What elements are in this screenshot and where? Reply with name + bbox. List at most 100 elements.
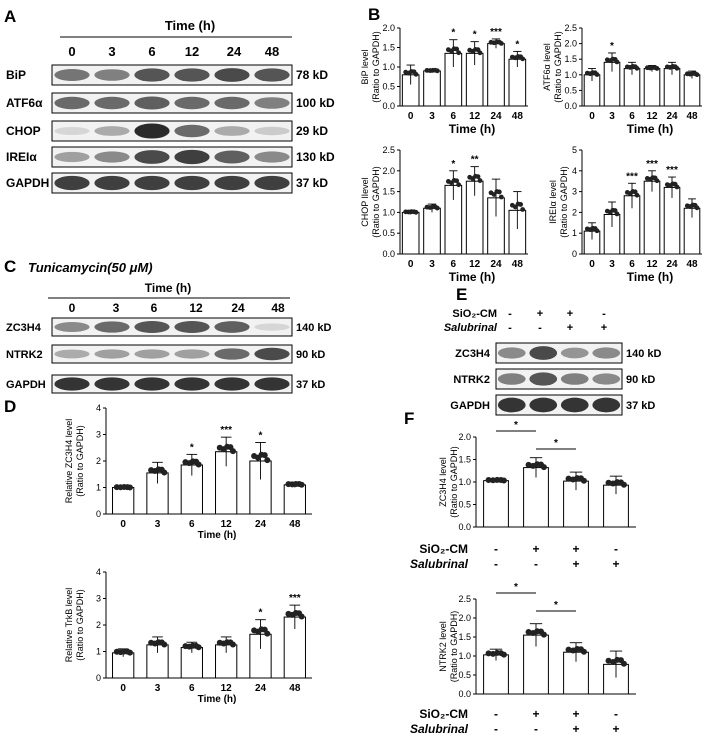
data-point: [674, 65, 680, 71]
y-axis-label-line: ATF6α level: [542, 43, 552, 91]
significance-marker: *: [451, 159, 455, 170]
x-tick-label: 12: [469, 111, 481, 122]
bracket-significance-marker: *: [554, 600, 558, 611]
bar: [283, 484, 306, 515]
panel-label-f: F: [404, 409, 414, 428]
significance-marker: *: [259, 430, 263, 441]
y-tick-label: 4: [572, 166, 577, 176]
y-axis-label-line: (Ratio to GAPDH): [371, 166, 381, 238]
blot-band: [134, 320, 170, 334]
data-point: [500, 651, 507, 658]
data-point: [298, 613, 305, 620]
x-tick-label: 3: [609, 111, 615, 122]
y-tick-label: 1.0: [458, 477, 471, 487]
panel-e-sign: +: [601, 322, 607, 334]
y-axis-label-line: (Ratio to GAPDH): [449, 611, 459, 683]
chart-B1: 0.0 0.5 1.0 1.5 2.0 0 3 6 * 12 * 24 *** 48 * Time (h) Bi…: [360, 23, 528, 136]
panel-e-sign: +: [567, 322, 573, 334]
blot-band: [54, 349, 90, 359]
y-tick-label: 1.0: [564, 70, 577, 80]
x-tick-label: 24: [490, 259, 502, 270]
y-axis-label-text: IREIα level(Ratio to GAPDH): [548, 166, 569, 238]
bracket-significance-marker: *: [514, 420, 518, 431]
y-tick-label: 0.0: [564, 101, 577, 111]
blot-band: [134, 349, 170, 359]
y-axis-label-line: NTRK2 level: [438, 621, 448, 672]
bar: [643, 180, 661, 255]
panel-a-time-label: 6: [148, 44, 155, 59]
panel-c-time-header: Time (h): [145, 281, 191, 295]
x-tick-label: 48: [289, 519, 301, 530]
x-axis-label: Time (h): [627, 270, 673, 284]
data-point: [620, 481, 627, 488]
blot-band: [134, 150, 170, 164]
protein-label: IREIα: [6, 150, 37, 164]
data-point: [456, 182, 462, 188]
y-tick-label: 1.5: [458, 632, 471, 642]
bar: [483, 480, 509, 528]
y-tick-label: 0.5: [382, 228, 395, 238]
significance-marker: **: [471, 155, 479, 166]
protein-label: NTRK2: [6, 349, 43, 361]
data-point: [634, 65, 640, 71]
data-point: [594, 228, 600, 234]
bar: [483, 654, 509, 695]
panel-c-time-label: 12: [189, 301, 203, 315]
x-tick-label: 0: [589, 259, 595, 270]
treatment-sign: +: [572, 722, 579, 736]
chart-B2: 0.0 0.5 1.0 1.5 2.0 2.5 0 3 * 6 12 24 48 Time (h) ATF6…: [542, 23, 702, 136]
panel-e-blot: ZC3H4 140 kD NTRK2 90 kD GAPDH 37 kD: [450, 342, 662, 416]
blot-band: [529, 372, 558, 386]
significance-marker: ***: [646, 159, 658, 170]
y-tick-label: 3: [96, 594, 101, 604]
y-tick-label: 4: [96, 567, 101, 577]
y-tick-label: 1: [96, 647, 101, 657]
blot-band: [54, 377, 90, 391]
treatment-sign: +: [572, 707, 579, 721]
blot-band: [174, 149, 210, 165]
x-tick-label: 12: [221, 683, 233, 694]
y-tick-label: 1.0: [458, 651, 471, 661]
molecular-weight-label: 90 kD: [296, 349, 325, 361]
x-tick-label: 6: [189, 683, 195, 694]
blot-band: [94, 349, 130, 359]
data-point: [594, 72, 600, 77]
molecular-weight-label: 37 kD: [296, 379, 325, 391]
data-point: [520, 207, 526, 212]
data-point: [520, 56, 526, 62]
y-axis-label-text: Relative ZC3H4 level(Ratio to GAPDH): [64, 419, 85, 504]
blot-band: [592, 397, 621, 413]
panel-a-time-label: 0: [68, 44, 75, 59]
data-point: [498, 40, 504, 46]
blot-band: [560, 347, 589, 359]
protein-label: CHOP: [6, 124, 41, 138]
significance-marker: *: [259, 608, 263, 619]
data-point: [485, 650, 492, 657]
blot-band: [560, 373, 589, 385]
y-tick-label: 2: [96, 620, 101, 630]
x-tick-label: 3: [429, 259, 435, 270]
blot-band: [497, 347, 526, 359]
blot-band: [214, 96, 250, 110]
data-point: [161, 469, 168, 476]
y-axis-label-line: (Ratio to GAPDH): [75, 589, 85, 661]
significance-marker: *: [610, 41, 614, 52]
panel-e-sign: -: [508, 308, 512, 320]
panel-a-time-header: Time (h): [165, 18, 215, 33]
bar: [423, 207, 441, 255]
panel-c-time-label: 48: [271, 301, 285, 315]
blot-band: [94, 377, 130, 391]
x-tick-label: 48: [289, 683, 301, 694]
panel-e-salubrinal-label: Salubrinal: [444, 322, 498, 334]
significance-marker: ***: [289, 593, 301, 604]
panel-label-a: A: [4, 7, 16, 26]
y-axis-label: ATF6α level(Ratio to GAPDH): [542, 31, 563, 103]
panel-f-bottom-treatments: SiO₂-CM - + + -Salubrinal - - + +: [410, 707, 620, 736]
panel-a-time-label: 12: [185, 44, 199, 59]
significance-marker: ***: [666, 165, 678, 176]
y-axis-label: Relative TrkB level(Ratio to GAPDH): [64, 588, 85, 663]
blot-band: [254, 126, 290, 136]
data-point: [261, 452, 268, 459]
treatment-sign: -: [494, 707, 498, 721]
